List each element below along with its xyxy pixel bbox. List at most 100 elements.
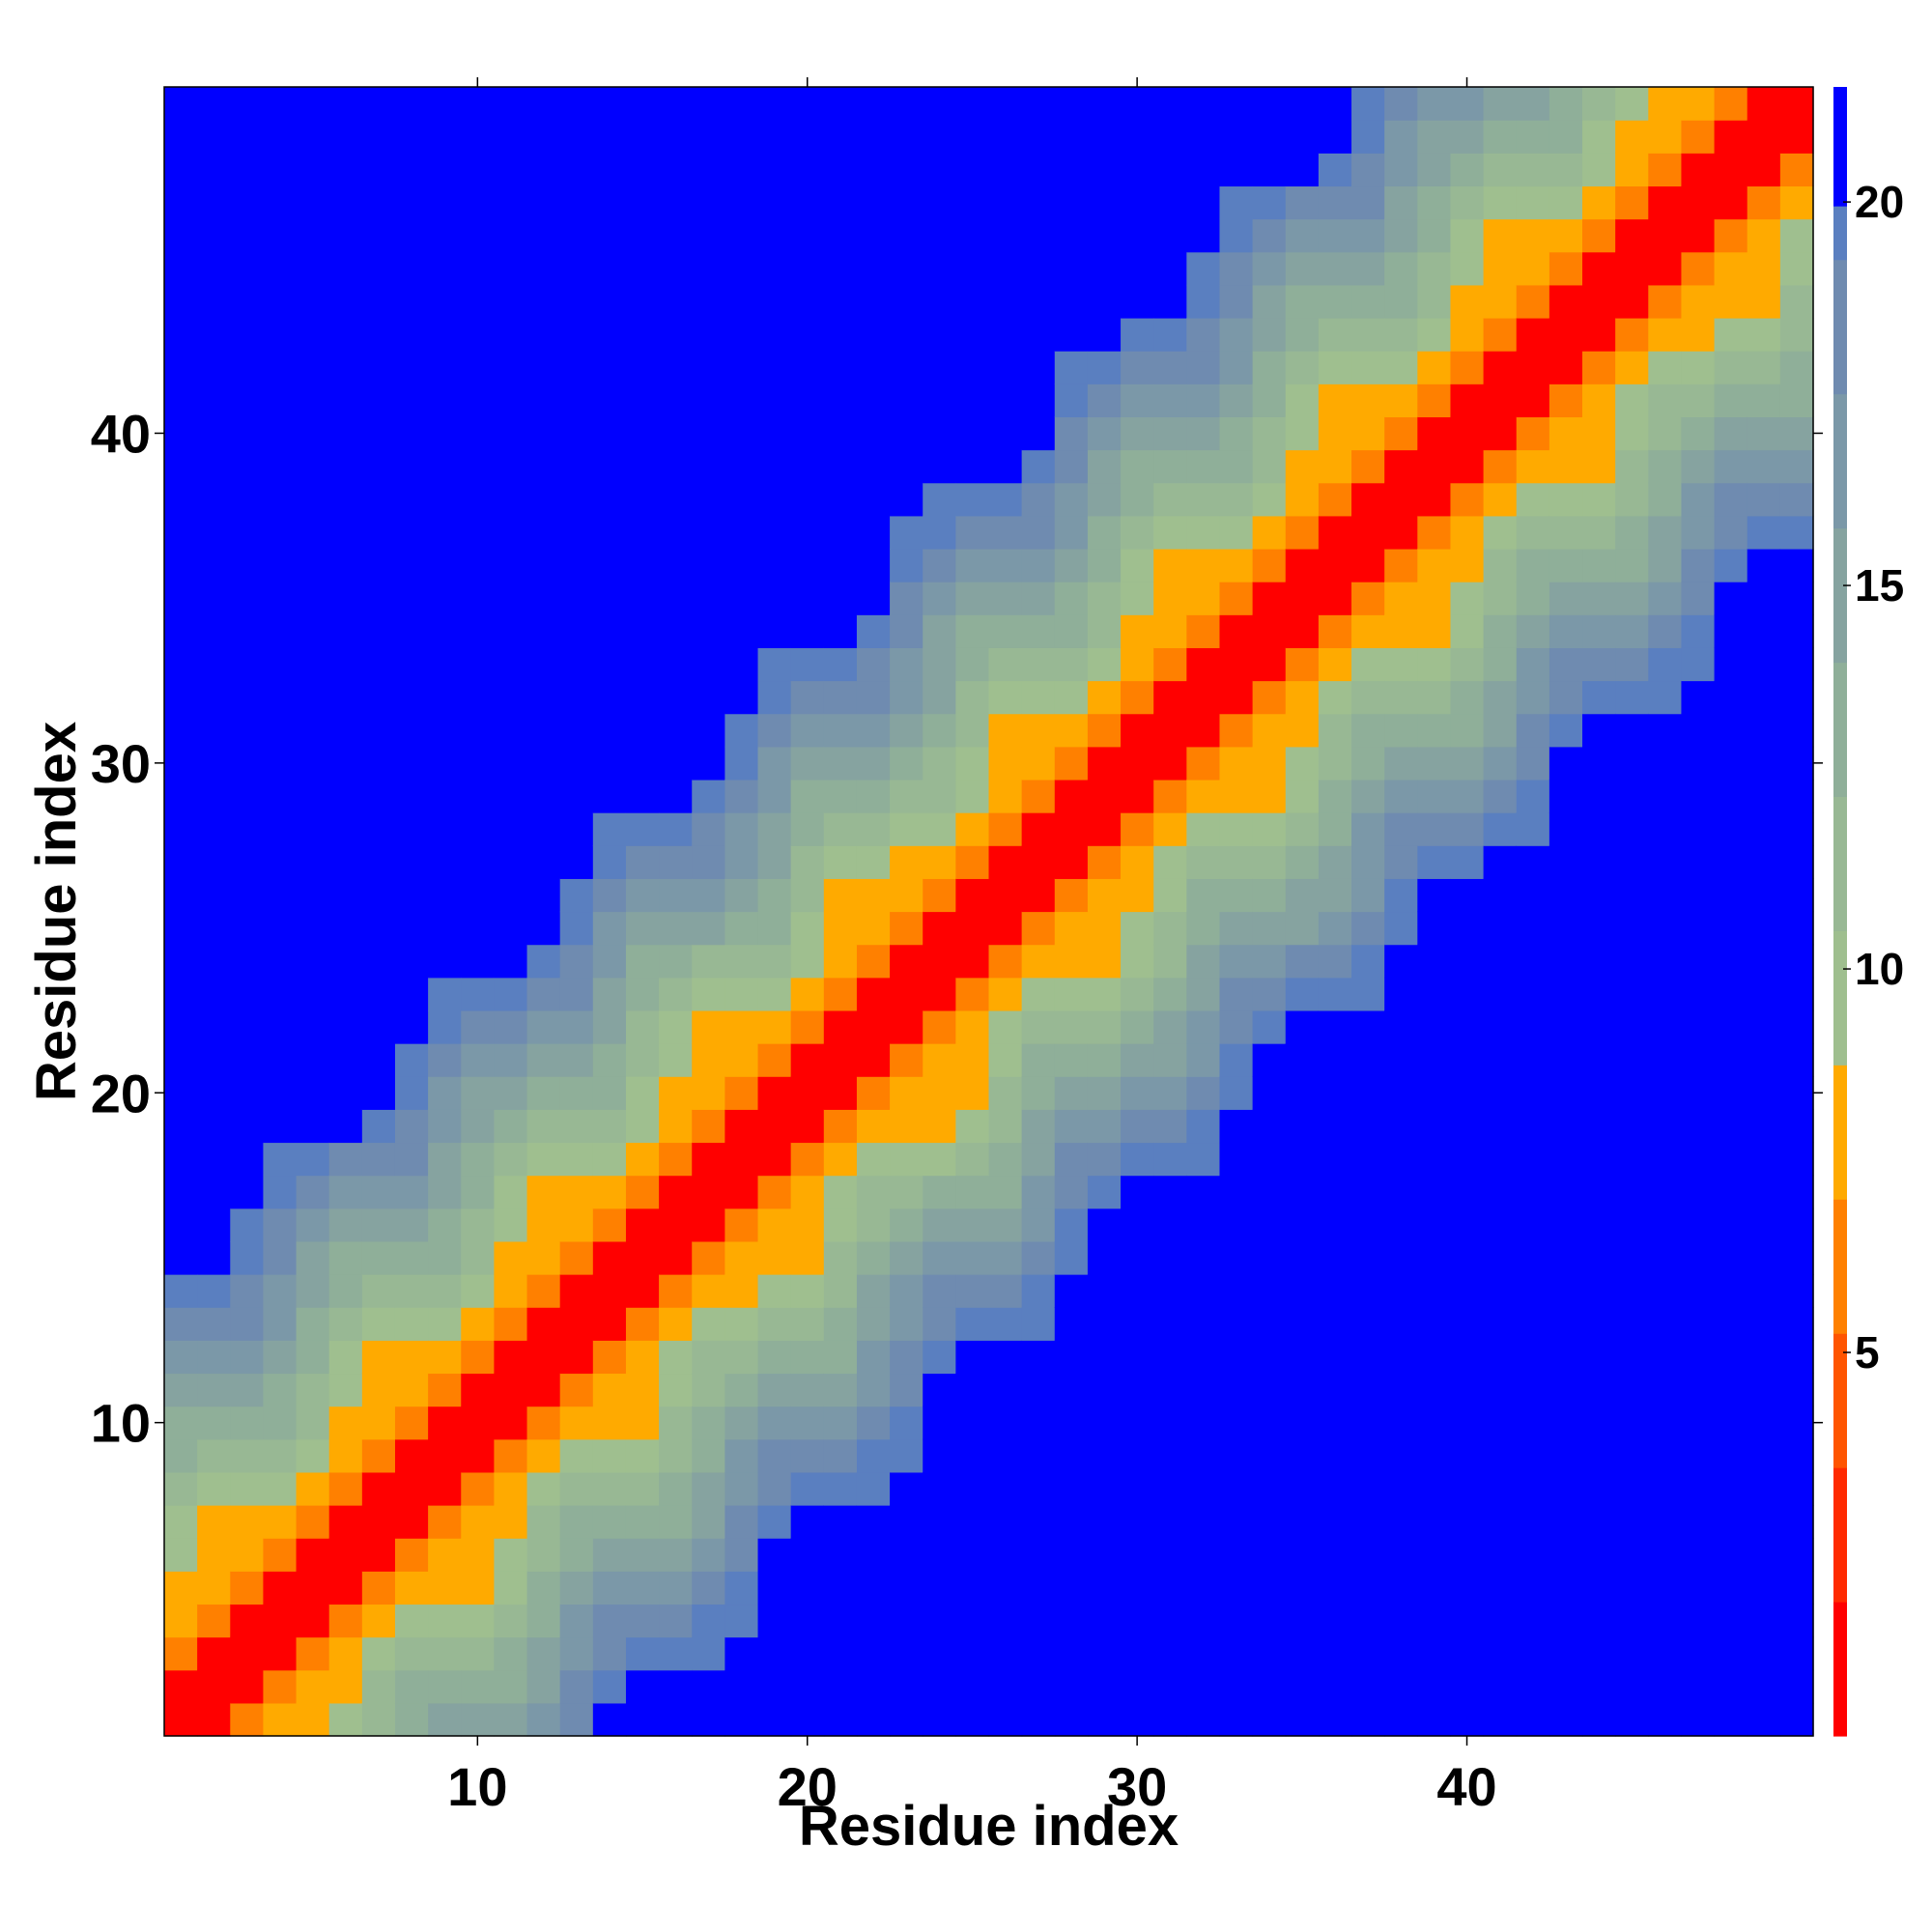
heatmap-cell — [790, 944, 825, 979]
heatmap-cell — [659, 1636, 693, 1671]
heatmap-cell — [1285, 449, 1320, 484]
heatmap-cell — [823, 1571, 858, 1605]
heatmap-cell — [659, 153, 693, 187]
heatmap-cell — [1450, 1373, 1485, 1407]
heatmap-cell — [1186, 1307, 1221, 1341]
heatmap-cell — [361, 482, 396, 517]
heatmap-cell — [494, 713, 528, 748]
heatmap-cell — [724, 1175, 759, 1209]
heatmap-cell — [263, 351, 298, 384]
heatmap-cell — [296, 746, 330, 781]
heatmap-cell — [1714, 582, 1748, 615]
heatmap-cell — [1384, 1208, 1418, 1242]
heatmap-cell — [1582, 449, 1616, 484]
heatmap-cell — [1087, 1076, 1122, 1110]
heatmap-cell — [164, 1043, 198, 1077]
heatmap-cell — [1779, 1538, 1814, 1572]
heatmap-cell — [592, 944, 627, 979]
heatmap-cell — [494, 251, 528, 286]
heatmap-cell — [559, 746, 594, 781]
heatmap-cell — [428, 1438, 462, 1473]
heatmap-cell — [923, 680, 956, 715]
heatmap-cell — [856, 120, 891, 154]
heatmap-cell — [1516, 1538, 1550, 1572]
heatmap-cell — [692, 1240, 725, 1275]
heatmap-cell — [1121, 1274, 1154, 1308]
heatmap-cell — [361, 1340, 396, 1375]
heatmap-cell — [724, 384, 759, 417]
heatmap-cell — [890, 1538, 923, 1572]
heatmap-cell — [1285, 351, 1320, 384]
heatmap-cell — [230, 779, 265, 813]
heatmap-cell — [1285, 614, 1320, 648]
heatmap-cell — [1548, 911, 1583, 946]
heatmap-cell — [526, 1175, 561, 1209]
heatmap-cell — [461, 351, 495, 384]
heatmap-cell — [1747, 482, 1781, 517]
heatmap-cell — [461, 1109, 495, 1144]
heatmap-cell — [1615, 87, 1649, 121]
heatmap-cell — [494, 449, 528, 484]
heatmap-cell — [1153, 548, 1187, 582]
heatmap-cell — [1582, 284, 1616, 319]
heatmap-cell — [559, 1240, 594, 1275]
heatmap-cell — [1121, 384, 1154, 417]
heatmap-cell — [757, 1009, 792, 1044]
heatmap-cell — [361, 1538, 396, 1572]
heatmap-cell — [757, 251, 792, 286]
heatmap-cell — [328, 1538, 363, 1572]
heatmap-cell — [1186, 1109, 1221, 1144]
heatmap-cell — [559, 878, 594, 913]
heatmap-cell — [1747, 845, 1781, 879]
heatmap-cell — [230, 87, 265, 121]
heatmap-cell — [1648, 87, 1683, 121]
heatmap-cell — [659, 218, 693, 253]
heatmap-cell — [724, 482, 759, 517]
heatmap-cell — [428, 1571, 462, 1605]
heatmap-cell — [1681, 911, 1716, 946]
heatmap-cell — [1779, 1340, 1814, 1375]
heatmap-cell — [1087, 944, 1122, 979]
heatmap-cell — [263, 944, 298, 979]
heatmap-cell — [625, 1604, 660, 1638]
heatmap-cell — [790, 1009, 825, 1044]
heatmap-cell — [197, 647, 231, 682]
heatmap-cell — [1615, 911, 1649, 946]
heatmap-cell — [856, 1109, 891, 1144]
heatmap-cell — [923, 1340, 956, 1375]
heatmap-cell — [1681, 1043, 1716, 1077]
heatmap-cell — [1779, 911, 1814, 946]
heatmap-cell — [1351, 317, 1385, 352]
heatmap-cell — [1582, 1702, 1616, 1737]
heatmap-cell — [724, 1307, 759, 1341]
heatmap-cell — [1516, 1373, 1550, 1407]
heatmap-cell — [461, 1604, 495, 1638]
heatmap-cell — [1779, 878, 1814, 913]
heatmap-cell — [1021, 1604, 1056, 1638]
heatmap-cell — [1021, 1142, 1056, 1177]
heatmap-cell — [1714, 416, 1748, 451]
heatmap-cell — [1054, 416, 1089, 451]
heatmap-cell — [1285, 1438, 1320, 1473]
heatmap-cell — [1714, 680, 1748, 715]
heatmap-cell — [361, 218, 396, 253]
heatmap-cell — [625, 1009, 660, 1044]
heatmap-cell — [1417, 1604, 1452, 1638]
heatmap-cell — [361, 1240, 396, 1275]
heatmap-cell — [1516, 449, 1550, 484]
heatmap-cell — [1219, 977, 1254, 1011]
heatmap-cell — [692, 1076, 725, 1110]
heatmap-cell — [724, 582, 759, 615]
heatmap-cell — [1252, 1109, 1287, 1144]
heatmap-cell — [659, 1142, 693, 1177]
heatmap-cell — [428, 1274, 462, 1308]
heatmap-cell — [1318, 1142, 1352, 1177]
heatmap-cell — [890, 1076, 923, 1110]
heatmap-cell — [856, 449, 891, 484]
heatmap-cell — [1153, 1009, 1187, 1044]
heatmap-cell — [1021, 647, 1056, 682]
heatmap-cell — [1516, 1438, 1550, 1473]
heatmap-cell — [1417, 1043, 1452, 1077]
heatmap-cell — [1219, 449, 1254, 484]
heatmap-cell — [461, 1175, 495, 1209]
